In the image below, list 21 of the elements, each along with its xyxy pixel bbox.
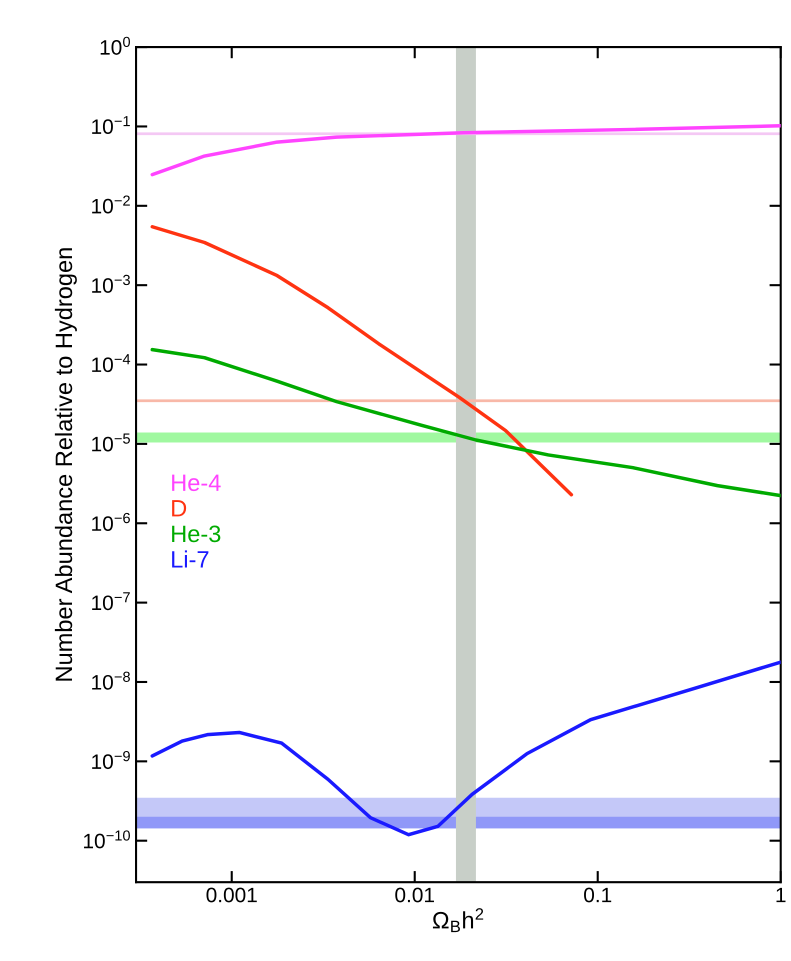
y-tick-label: 10$^{−4}$ [92, 354, 130, 372]
y-tick-label: 10$^{−9}$ [92, 750, 130, 770]
y-tick-label: 10$^{0}$ [100, 36, 130, 55]
x-axis-title: Ω$_{B}$h$^{2}$ [432, 908, 484, 932]
y-tick-label: 10$^{−8}$ [92, 672, 130, 690]
text: Li-7 [172, 550, 208, 568]
x-tick-label: 0.01 [395, 888, 434, 902]
text: He-3 [172, 525, 220, 542]
y-tick-label: 10$^{−5}$ [92, 434, 130, 452]
y-axis-title: Number Abundance Relative to Hydrogen [54, 248, 77, 681]
x-tick-label: 0.1 [584, 888, 612, 902]
x-tick-label: 1 [776, 888, 786, 902]
y-tick-label: 10$^{−7}$ [92, 592, 130, 610]
y-tick-label: 10$^{−1}$ [92, 116, 130, 134]
y-tick-label: 10$^{−10}$ [84, 830, 130, 848]
y-tick-label: 10$^{−6}$ [92, 512, 130, 531]
text: He-4 [172, 474, 221, 492]
y-tick-label: 10$^{−2}$ [92, 195, 130, 214]
x-tick-label: 0.001 [206, 888, 257, 902]
text: D [172, 500, 186, 516]
y-tick-label: 10$^{−3}$ [92, 274, 130, 293]
